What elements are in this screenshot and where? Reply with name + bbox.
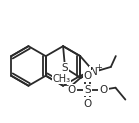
- Text: CH₃: CH₃: [53, 74, 71, 84]
- Text: O: O: [84, 71, 92, 81]
- Text: +: +: [95, 63, 102, 72]
- Text: O: O: [84, 99, 92, 108]
- Text: S: S: [62, 63, 68, 73]
- Text: O: O: [68, 85, 76, 95]
- Text: −: −: [61, 81, 69, 91]
- Text: S: S: [85, 85, 91, 95]
- Text: O: O: [100, 85, 108, 95]
- Text: N: N: [90, 67, 98, 77]
